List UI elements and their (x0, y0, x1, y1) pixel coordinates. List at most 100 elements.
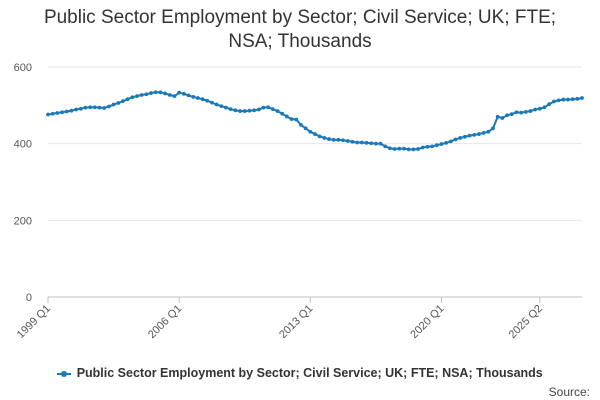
chart-title-line-1: Public Sector Employment by Sector; Civi… (43, 7, 557, 28)
y-tick-label: 400 (14, 139, 32, 151)
data-point (125, 97, 130, 102)
data-point (294, 117, 299, 122)
data-point (444, 141, 449, 145)
data-point (402, 146, 406, 151)
data-point (167, 93, 172, 97)
data-point (439, 142, 444, 146)
data-point (327, 137, 331, 141)
chart-title: Public Sector Employment by Sector; Civi… (0, 6, 600, 54)
data-point (453, 137, 458, 142)
data-point (336, 137, 341, 142)
data-point (411, 147, 416, 152)
data-point (472, 132, 477, 137)
data-point (172, 94, 177, 99)
data-point (60, 110, 64, 115)
data-point (383, 144, 388, 149)
data-point (303, 126, 308, 131)
data-point (214, 102, 219, 107)
data-point (153, 90, 158, 95)
data-point (345, 139, 350, 143)
data-point (406, 147, 411, 152)
legend[interactable]: Public Sector Employment by Sector; Civi… (0, 366, 600, 380)
data-point (238, 109, 242, 113)
data-point (299, 122, 303, 127)
data-point (331, 137, 336, 142)
data-point (158, 90, 163, 95)
data-point (425, 144, 430, 149)
data-point (247, 108, 252, 113)
data-point (242, 109, 247, 113)
data-point (495, 114, 500, 119)
data-point (575, 96, 580, 101)
data-point (341, 138, 346, 143)
data-point (369, 141, 374, 146)
data-point (130, 95, 135, 100)
data-point (434, 143, 439, 148)
legend-label: Public Sector Employment by Sector; Civi… (76, 366, 543, 380)
data-point (97, 105, 102, 110)
data-point (205, 98, 210, 103)
data-point (500, 116, 505, 120)
data-point (224, 105, 228, 110)
data-point (477, 132, 481, 136)
y-tick-label: 0 (26, 292, 32, 304)
data-point (275, 109, 280, 113)
data-point (378, 141, 383, 146)
data-point (533, 107, 538, 112)
data-point (163, 91, 168, 96)
data-point (373, 141, 378, 146)
data-point (420, 145, 425, 150)
data-point (462, 134, 467, 139)
data-point (69, 108, 74, 113)
y-tick-label: 600 (14, 62, 32, 74)
data-point (458, 136, 463, 140)
data-point (570, 97, 575, 102)
data-point (416, 147, 420, 151)
data-point (210, 100, 214, 105)
data-point (219, 104, 224, 108)
data-point (64, 109, 69, 114)
data-point (364, 141, 369, 145)
data-point (186, 93, 191, 98)
data-point (537, 106, 542, 111)
data-point (88, 105, 93, 110)
y-tick-label: 200 (14, 215, 32, 227)
data-point (149, 91, 153, 95)
data-point (359, 140, 364, 145)
data-point (46, 112, 50, 117)
data-point (195, 96, 200, 100)
data-point (580, 96, 584, 100)
data-point (55, 111, 60, 115)
data-point (528, 109, 533, 113)
data-point (135, 94, 139, 99)
x-tick-label: 2006 Q1 (146, 303, 184, 341)
data-point (256, 107, 261, 112)
data-point (355, 140, 360, 145)
data-point (116, 101, 121, 105)
data-point (289, 117, 294, 122)
data-point (392, 147, 397, 151)
data-point (233, 108, 238, 113)
data-point (280, 111, 285, 116)
data-point (486, 129, 491, 134)
data-point (106, 104, 111, 109)
data-point (523, 109, 528, 114)
data-point (111, 102, 116, 107)
data-point (191, 95, 196, 99)
data-point (102, 106, 107, 110)
data-point (566, 97, 570, 102)
data-point (261, 105, 266, 110)
data-point (519, 110, 524, 115)
data-point (228, 107, 233, 112)
legend-marker-icon (57, 369, 72, 378)
data-point (266, 105, 271, 110)
x-tick-label: 2020 Q1 (408, 303, 446, 341)
data-point (514, 110, 519, 115)
data-point (448, 139, 453, 144)
data-point (551, 99, 556, 104)
data-point (350, 139, 355, 144)
data-point (509, 112, 514, 117)
x-tick-label: 1999 Q1 (15, 303, 53, 341)
data-point (547, 102, 552, 107)
data-point (481, 131, 486, 135)
